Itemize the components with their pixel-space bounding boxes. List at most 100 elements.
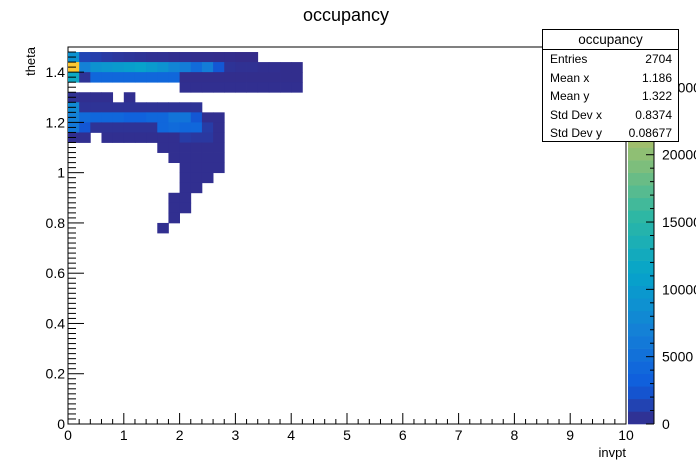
heatmap-cell	[190, 72, 203, 83]
y-tick-label: 1.4	[46, 64, 66, 80]
heatmap-cell	[224, 52, 236, 63]
heatmap-cell	[168, 192, 180, 204]
heatmap-cell	[90, 102, 102, 113]
stats-label: Std Dev y	[550, 126, 603, 140]
palette-band	[628, 210, 654, 224]
heatmap-cell	[79, 52, 91, 63]
palette-band	[628, 310, 654, 324]
heatmap-cell	[90, 112, 102, 123]
heatmap-cell	[134, 52, 147, 63]
heatmap-cell	[246, 82, 259, 93]
x-axis-label: invpt	[599, 445, 627, 460]
stats-value: 2704	[645, 52, 672, 66]
heatmap-cell	[79, 102, 91, 113]
heatmap-cell	[179, 72, 192, 83]
heatmap-cell	[179, 162, 192, 174]
heatmap-cell	[190, 172, 203, 184]
heatmap-cell	[246, 72, 259, 83]
heatmap-cell	[268, 62, 281, 73]
heatmap-cell	[213, 142, 225, 153]
palette-band	[628, 411, 654, 425]
heatmap-cell	[280, 72, 292, 83]
heatmap-cell	[291, 82, 303, 93]
palette-tick-label: 10000	[662, 281, 696, 297]
heatmap-cell	[213, 62, 225, 73]
palette-band	[628, 235, 654, 249]
heatmap-cell	[168, 212, 180, 224]
heatmap-cell	[168, 122, 180, 133]
heatmap-cell	[246, 62, 259, 73]
stats-row-mean-x: Mean x 1.186	[543, 69, 678, 88]
heatmap-cell	[123, 72, 136, 83]
stats-value: 1.322	[641, 89, 672, 103]
heatmap-cell	[179, 52, 192, 63]
heatmap-cell	[79, 92, 91, 103]
x-tick-label: 7	[455, 427, 463, 443]
heatmap-cell	[257, 62, 270, 73]
heatmap-cell	[257, 82, 270, 93]
heatmap-cell	[168, 152, 180, 164]
stats-value: 0.8374	[635, 107, 672, 122]
heatmap-cell	[157, 142, 169, 153]
heatmap-cell	[101, 92, 114, 103]
heatmap-cell	[146, 102, 158, 113]
heatmap-cell	[90, 122, 102, 133]
palette-band	[628, 147, 654, 161]
palette-band	[628, 361, 654, 375]
heatmap-cell	[90, 52, 102, 63]
heatmap-cell	[224, 72, 236, 83]
heatmap-cell	[134, 132, 147, 143]
heatmap-cell	[190, 122, 203, 133]
stats-box-title: occupancy	[543, 30, 678, 50]
heatmap-cell	[190, 112, 203, 123]
palette-band	[628, 373, 654, 387]
heatmap-cell	[123, 52, 136, 63]
palette-band	[628, 185, 654, 199]
palette-band	[628, 348, 654, 362]
x-tick-label: 0	[64, 427, 72, 443]
heatmap-cell	[112, 72, 125, 83]
palette-tick-label: 15000	[662, 214, 696, 230]
palette-band	[628, 160, 654, 173]
heatmap-cell	[134, 72, 147, 83]
palette-band	[628, 260, 654, 274]
heatmap-cell	[179, 132, 192, 143]
y-tick-label: 0.2	[46, 366, 66, 382]
heatmap-cell	[134, 102, 147, 113]
heatmap-cell	[213, 82, 225, 93]
heatmap-cell	[157, 222, 169, 234]
heatmap-cell	[280, 62, 292, 73]
x-tick-label: 4	[287, 427, 295, 443]
heatmap-cell	[190, 142, 203, 153]
heatmap-cell	[112, 102, 125, 113]
palette-band	[628, 248, 654, 261]
x-tick-label: 5	[343, 427, 351, 443]
heatmap-cell	[179, 192, 192, 204]
x-tick-label: 9	[566, 427, 574, 443]
heatmap-cell	[190, 182, 203, 194]
heatmap-cell	[123, 62, 136, 73]
x-axis: 0 1 2 3 4 5 6 7 8 9 10	[64, 413, 634, 443]
y-tick-label: 0.8	[46, 215, 66, 231]
palette-band	[628, 323, 654, 337]
heatmap-cell	[179, 202, 192, 214]
heatmap-cell	[280, 82, 292, 93]
heatmap-cell	[157, 52, 169, 63]
palette-band	[628, 336, 654, 349]
heatmap-cell	[179, 142, 192, 153]
heatmap-cell	[201, 52, 214, 63]
heatmap-cell	[90, 92, 102, 103]
heatmap-cell	[168, 62, 180, 73]
heatmap-cell	[157, 102, 169, 113]
heatmap-cell	[235, 82, 247, 93]
heatmap-cell	[134, 62, 147, 73]
heatmap-cell	[101, 112, 114, 123]
heatmap-cell	[291, 62, 303, 73]
heatmap-cell	[134, 112, 147, 123]
heatmap-cell	[213, 122, 225, 133]
heatmap-cell	[101, 132, 114, 143]
heatmap-cell	[235, 72, 247, 83]
heatmap-cell	[123, 112, 136, 123]
heatmap-cell	[134, 122, 147, 133]
heatmap-cell	[213, 162, 225, 174]
